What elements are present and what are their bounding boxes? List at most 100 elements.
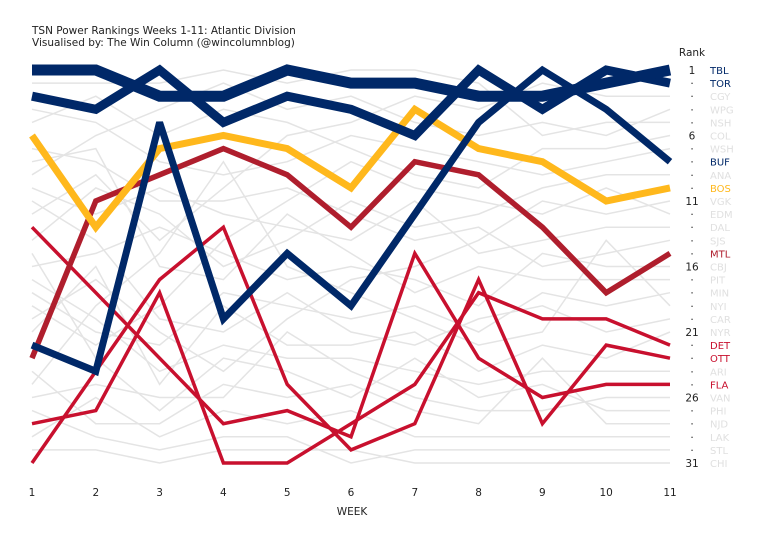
line-sjs — [31, 147, 671, 268]
team-label-nsh: NSH — [710, 118, 731, 129]
team-label-wsh: WSH — [710, 145, 734, 156]
rank-tick-label: 11 — [685, 196, 698, 208]
team-label-det: DET — [710, 341, 731, 352]
line-col — [31, 95, 671, 189]
rank-dot: · — [690, 248, 693, 260]
rank-dot: · — [690, 445, 693, 457]
rank-dot: · — [690, 104, 693, 116]
rank-tick-label: 16 — [685, 262, 699, 274]
team-label-stl: STL — [710, 446, 728, 457]
x-axis-label: WEEK — [337, 506, 369, 518]
chart-subtitle: Visualised by: The Win Column (@wincolum… — [32, 37, 295, 49]
team-label-cbj: CBJ — [710, 263, 727, 274]
rank-dot: · — [690, 222, 693, 234]
team-label-nyr: NYR — [710, 328, 731, 339]
rank-dot: · — [690, 78, 693, 90]
x-axis-ticks: 1 2 3 4 5 6 7 8 9 10 11 — [29, 487, 677, 499]
x-tick-label: 6 — [348, 487, 355, 499]
line-wpg — [31, 82, 671, 176]
rank-tick-label: 31 — [685, 458, 698, 470]
x-tick-label: 1 — [29, 487, 36, 499]
x-tick-label: 5 — [284, 487, 291, 499]
line-chi — [32, 449, 670, 464]
team-label-nyi: NYI — [710, 302, 727, 313]
x-tick-label: 11 — [663, 487, 676, 499]
chart-title-block: TSN Power Rankings Weeks 1-11: Atlantic … — [32, 25, 296, 49]
team-label-column: TBL TOR CGY WPG NSH COL WSH BUF ANA BOS VGK EDM DAL S… — [709, 66, 734, 470]
line-mtl — [29, 145, 672, 360]
rank-dot: · — [690, 366, 693, 378]
line-car — [31, 200, 671, 346]
background-team-lines — [31, 69, 671, 464]
team-label-bos: BOS — [710, 184, 731, 195]
x-tick-label: 7 — [411, 487, 418, 499]
team-label-phi: PHI — [710, 407, 727, 418]
line-det — [31, 288, 671, 465]
x-tick-label: 8 — [475, 487, 482, 499]
rank-dot: · — [690, 209, 693, 221]
line-edm — [31, 160, 671, 346]
rank-dot: · — [690, 314, 693, 326]
rank-dot: · — [690, 144, 693, 156]
line-fla — [30, 225, 670, 440]
line-nyr — [31, 265, 671, 386]
rank-header: Rank — [679, 47, 706, 59]
team-label-sjs: SJS — [710, 236, 726, 247]
rank-tick-label: 21 — [685, 327, 698, 339]
rank-tick-label: 1 — [689, 65, 696, 77]
line-buf — [30, 65, 673, 377]
team-label-ari: ARI — [710, 367, 727, 378]
line-nyi — [31, 160, 671, 385]
team-label-mtl: MTL — [710, 249, 731, 260]
line-cbj — [31, 226, 670, 307]
rank-dot: · — [690, 183, 693, 195]
team-label-buf: BUF — [710, 158, 730, 169]
team-label-tbl: TBL — [709, 66, 729, 77]
team-label-ott: OTT — [710, 354, 731, 365]
rank-column: 1····6····11····16····21····26····31 — [685, 65, 699, 470]
x-tick-label: 4 — [220, 487, 227, 499]
team-label-lak: LAK — [710, 433, 730, 444]
team-label-dal: DAL — [710, 223, 730, 234]
team-label-cgy: CGY — [710, 92, 731, 103]
rank-dot: · — [690, 288, 693, 300]
x-tick-label: 3 — [156, 487, 163, 499]
rank-dot: · — [690, 432, 693, 444]
rank-dot: · — [690, 353, 693, 365]
team-label-wpg: WPG — [710, 105, 734, 116]
team-label-edm: EDM — [710, 210, 733, 221]
team-label-tor: TOR — [709, 79, 731, 90]
x-tick-label: 10 — [600, 487, 613, 499]
rank-tick-label: 6 — [689, 131, 696, 143]
rank-dot: · — [690, 275, 693, 287]
line-ott — [30, 224, 671, 464]
team-label-chi: CHI — [710, 459, 727, 470]
rank-dot: · — [690, 91, 693, 103]
line-ari — [31, 278, 670, 386]
line-bos — [29, 104, 671, 234]
line-tbl — [32, 64, 672, 102]
team-label-col: COL — [710, 132, 731, 143]
rank-dot: · — [690, 235, 693, 247]
rank-dot: · — [690, 301, 693, 313]
rank-dot: · — [690, 340, 693, 352]
rank-dot: · — [690, 419, 693, 431]
team-label-min: MIN — [710, 289, 729, 300]
rank-dot: · — [690, 117, 693, 129]
atlantic-team-lines — [29, 64, 673, 465]
rank-tick-label: 26 — [685, 393, 699, 405]
team-label-pit: PIT — [710, 276, 726, 287]
line-stl — [31, 409, 670, 464]
team-label-fla: FLA — [710, 380, 729, 391]
team-label-van: VAN — [710, 394, 731, 405]
rank-dot: · — [690, 157, 693, 169]
team-label-car: CAR — [710, 315, 731, 326]
team-label-njd: NJD — [710, 420, 728, 431]
rank-dot: · — [690, 170, 693, 182]
line-wsh — [31, 108, 671, 176]
line-min — [31, 291, 671, 346]
rank-dot: · — [690, 379, 693, 391]
team-label-ana: ANA — [710, 171, 731, 182]
rank-dot: · — [690, 406, 693, 418]
